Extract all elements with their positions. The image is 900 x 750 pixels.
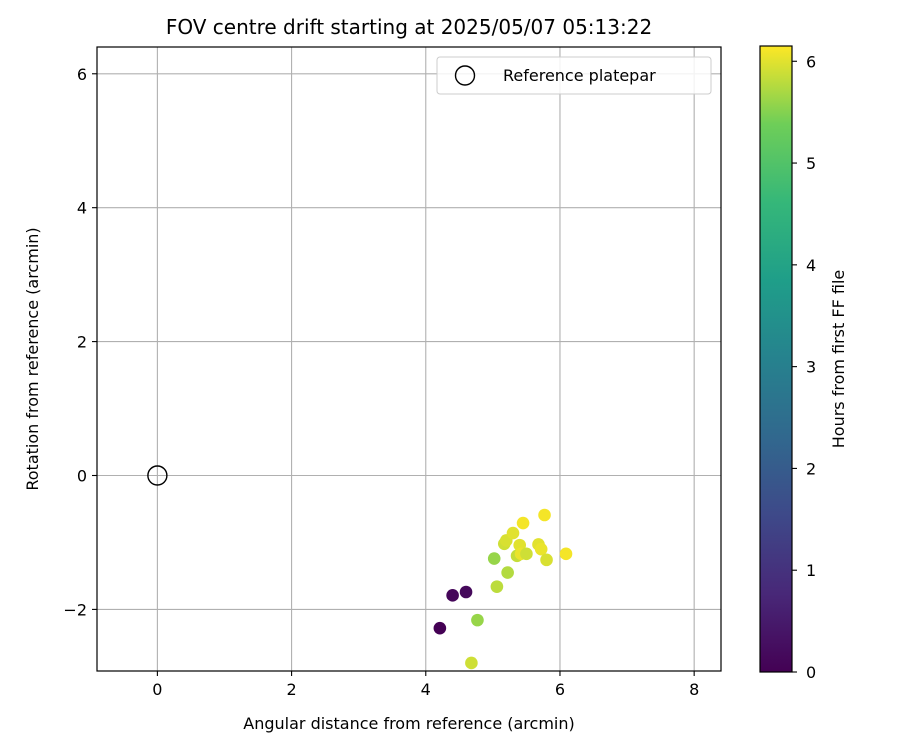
data-point [459, 585, 473, 599]
colorbar-ticks: 0 1 2 3 4 5 6 [792, 52, 816, 682]
data-point [534, 542, 548, 556]
y-tick-label: −2 [63, 600, 87, 619]
data-point [487, 552, 501, 565]
legend-marker-reference [454, 65, 476, 86]
data-point [471, 613, 484, 627]
colorbar-gradient [760, 46, 792, 672]
data-point [516, 516, 530, 530]
x-axis-label: Angular distance from reference (arcmin) [243, 714, 574, 733]
data-point [506, 526, 520, 540]
colorbar-tick-label: 0 [806, 663, 816, 682]
reference-platepar-group [147, 465, 168, 486]
x-axis-ticks: 0 2 4 6 8 [152, 671, 699, 699]
y-tick-label: 6 [77, 65, 87, 84]
colorbar-frame [759, 45, 793, 673]
colorbar-tick-label: 2 [806, 459, 816, 478]
data-point [433, 621, 447, 635]
y-tick-label: 4 [77, 199, 87, 218]
x-tick-label: 6 [555, 680, 565, 699]
x-tick-label: 4 [421, 680, 431, 699]
x-tick-label: 0 [152, 680, 162, 699]
data-points [433, 508, 573, 670]
y-tick-label: 2 [77, 333, 87, 352]
y-axis-ticks: −2 0 2 4 6 [63, 65, 97, 619]
colorbar-tick-label: 4 [806, 256, 816, 275]
colorbar-tick-label: 5 [806, 154, 816, 173]
legend: Reference platepar [436, 56, 712, 95]
grid-lines [97, 47, 721, 671]
y-axis-label: Rotation from reference (arcmin) [23, 227, 42, 490]
colorbar: 0 1 2 3 4 5 6 Hours from first FF file [759, 45, 848, 682]
x-tick-label: 8 [689, 680, 699, 699]
data-point [538, 508, 551, 522]
data-point [520, 547, 533, 561]
data-point [559, 547, 573, 561]
legend-entry-reference-platepar: Reference platepar [503, 66, 656, 85]
data-point [446, 589, 459, 602]
chart-title: FOV centre drift starting at 2025/05/07 … [166, 15, 652, 39]
legend-box [436, 56, 712, 95]
colorbar-tick-label: 3 [806, 358, 816, 377]
plot-frame [96, 46, 722, 672]
data-point [501, 566, 514, 579]
reference-platepar-marker [147, 465, 168, 486]
data-point [465, 656, 478, 670]
colorbar-label: Hours from first FF file [829, 270, 848, 449]
y-tick-label: 0 [77, 466, 87, 485]
colorbar-tick-label: 6 [806, 52, 816, 71]
x-tick-label: 2 [286, 680, 296, 699]
data-point [540, 553, 553, 567]
data-point [490, 580, 504, 593]
colorbar-tick-label: 1 [806, 561, 816, 580]
